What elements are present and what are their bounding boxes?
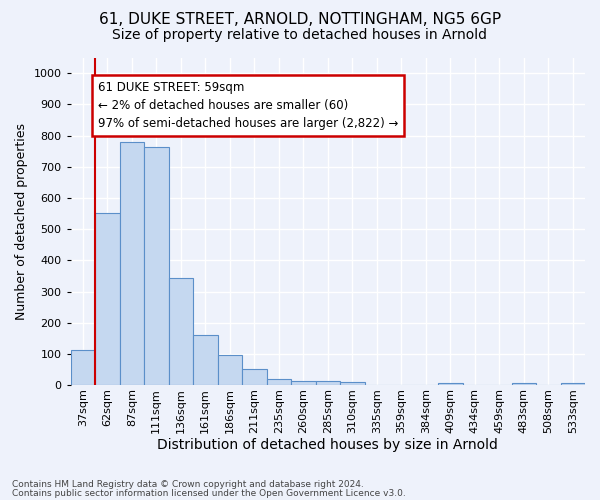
Bar: [438, 382, 463, 385]
Bar: [316, 381, 340, 385]
Bar: [71, 350, 95, 385]
Text: Contains public sector information licensed under the Open Government Licence v3: Contains public sector information licen…: [12, 489, 406, 498]
Bar: [266, 379, 291, 385]
Bar: [193, 335, 218, 385]
Bar: [169, 278, 193, 385]
Text: 61 DUKE STREET: 59sqm
← 2% of detached houses are smaller (60)
97% of semi-detac: 61 DUKE STREET: 59sqm ← 2% of detached h…: [98, 81, 398, 130]
Bar: [218, 355, 242, 385]
Text: 61, DUKE STREET, ARNOLD, NOTTINGHAM, NG5 6GP: 61, DUKE STREET, ARNOLD, NOTTINGHAM, NG5…: [99, 12, 501, 28]
Bar: [512, 382, 536, 385]
Text: Size of property relative to detached houses in Arnold: Size of property relative to detached ho…: [113, 28, 487, 42]
Y-axis label: Number of detached properties: Number of detached properties: [15, 123, 28, 320]
X-axis label: Distribution of detached houses by size in Arnold: Distribution of detached houses by size …: [157, 438, 498, 452]
Bar: [560, 382, 585, 385]
Bar: [340, 382, 365, 385]
Bar: [242, 369, 266, 385]
Bar: [291, 381, 316, 385]
Bar: [119, 142, 144, 385]
Bar: [144, 147, 169, 385]
Bar: [95, 212, 119, 385]
Text: Contains HM Land Registry data © Crown copyright and database right 2024.: Contains HM Land Registry data © Crown c…: [12, 480, 364, 489]
